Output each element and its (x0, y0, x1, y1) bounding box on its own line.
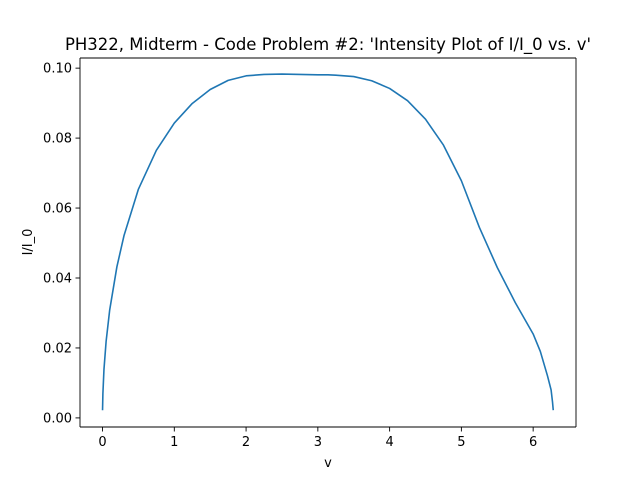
y-tick-label-2: 0.04 (43, 272, 72, 287)
y-axis-label: I/I_0 (21, 229, 36, 256)
chart-title: PH322, Midterm - Code Problem #2: 'Inten… (65, 35, 591, 55)
y-tick-label-1: 0.02 (43, 341, 72, 356)
x-tick-label-5: 5 (457, 435, 465, 450)
y-axis-ticks: 0.00 0.02 0.04 0.06 0.08 0.10 (43, 62, 80, 426)
x-axis-label: v (324, 456, 332, 471)
plot-area (79, 57, 577, 428)
x-tick-label-4: 4 (385, 435, 393, 450)
x-tick-label-3: 3 (314, 435, 322, 450)
x-tick-label-2: 2 (242, 435, 250, 450)
x-tick-label-6: 6 (529, 435, 537, 450)
y-tick-label-3: 0.06 (43, 202, 72, 217)
x-axis-ticks: 0 1 2 3 4 5 6 (98, 427, 537, 450)
series-layer (101, 73, 555, 411)
y-tick-label-0: 0.00 (43, 411, 72, 426)
x-tick-label-0: 0 (98, 435, 106, 450)
y-tick-label-4: 0.08 (43, 132, 72, 147)
y-tick-label-5: 0.10 (43, 62, 72, 77)
series-line-0 (101, 73, 555, 411)
x-tick-label-1: 1 (170, 435, 178, 450)
